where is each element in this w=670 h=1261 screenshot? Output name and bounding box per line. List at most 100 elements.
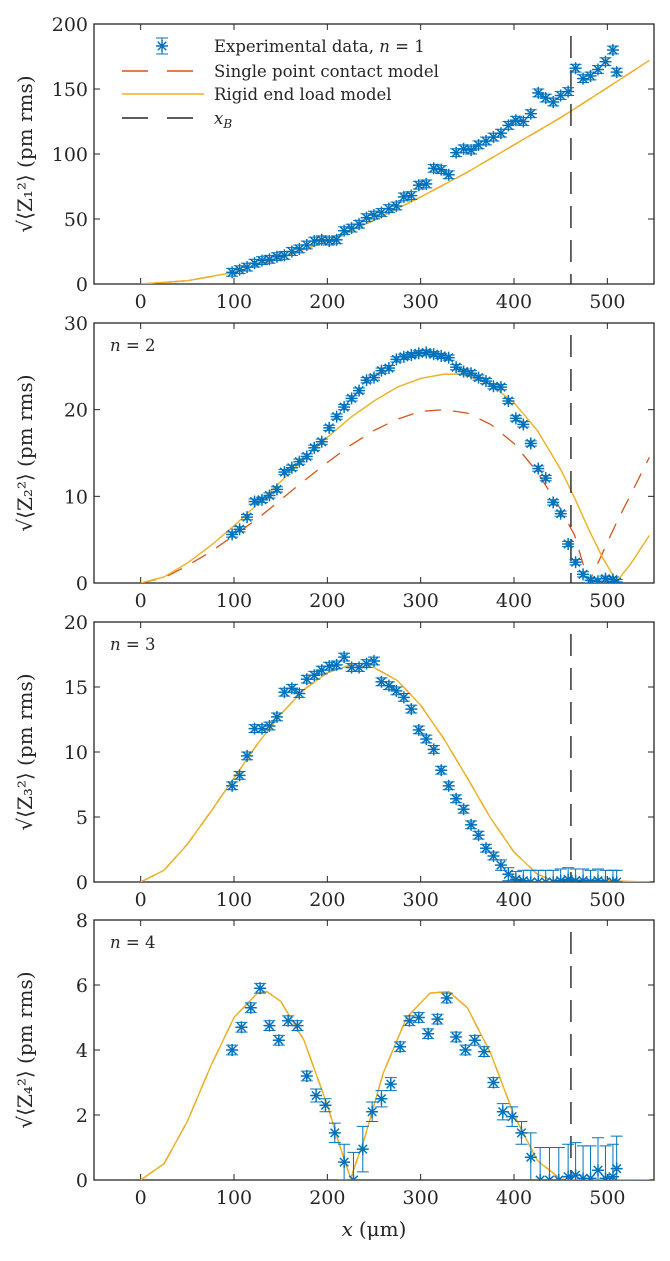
legend-label-subscript: B — [222, 117, 232, 131]
asterisk-marker-stroke — [309, 670, 320, 681]
legend-label-text: Experimental data, — [214, 37, 379, 56]
asterisk-marker-stroke — [283, 1015, 293, 1026]
asterisk-marker-stroke — [470, 1035, 480, 1046]
data-point — [323, 421, 336, 434]
x-tick-label: 300 — [403, 1187, 439, 1209]
data-point — [315, 435, 328, 448]
y-tick-label: 0 — [76, 872, 88, 894]
data-point — [226, 528, 239, 541]
asterisk-marker-stroke — [428, 744, 439, 755]
x-tick-label: 400 — [496, 1187, 532, 1209]
y-tick-label: 20 — [64, 612, 88, 634]
data-point — [465, 144, 478, 157]
asterisk-marker-stroke — [423, 1028, 433, 1039]
panel-n4: 0 100 200 300 400 500 0 2 4 6 8 √⟨Z₄²⟩ (pm rms) n = … — [13, 910, 655, 1209]
asterisk-marker-stroke — [488, 1077, 499, 1088]
asterisk-marker-stroke — [466, 820, 476, 830]
data-point — [532, 462, 545, 475]
rigid-end-model-line — [140, 59, 650, 284]
asterisk-marker-stroke — [526, 1152, 536, 1163]
asterisk-marker-stroke — [339, 652, 349, 662]
asterisk-marker-stroke — [384, 363, 394, 373]
x-tick-label: 0 — [135, 291, 147, 313]
data-point — [368, 371, 380, 384]
asterisk-marker-stroke — [414, 725, 424, 735]
data-point — [308, 441, 321, 454]
asterisk-marker-stroke — [563, 1171, 573, 1180]
x-tick-label: 400 — [496, 889, 532, 911]
data-point — [248, 495, 261, 508]
data-point — [422, 1027, 435, 1040]
asterisk-marker-stroke — [473, 140, 484, 150]
asterisk-marker-stroke — [348, 1175, 355, 1180]
data-point — [569, 868, 582, 882]
asterisk-marker-stroke — [544, 1175, 551, 1180]
asterisk-marker-stroke — [443, 170, 454, 180]
asterisk-marker-stroke — [386, 1079, 396, 1089]
asterisk-marker-stroke — [391, 686, 402, 696]
asterisk-marker-stroke — [302, 1071, 312, 1081]
asterisk-marker-stroke — [346, 393, 357, 404]
asterisk-marker-stroke — [496, 860, 506, 870]
panel-n1: 0 100 200 300 400 500 0 50 100 150 200 √⟨Z₁²⟩ (pm r… — [13, 14, 655, 313]
x-tick-label: 0 — [135, 1187, 147, 1209]
data-point — [345, 392, 358, 405]
data-point — [554, 507, 567, 520]
asterisk-marker-stroke — [552, 877, 558, 882]
asterisk-marker-stroke — [367, 1106, 377, 1117]
data-point — [233, 523, 246, 536]
asterisk-marker-stroke — [249, 723, 260, 734]
data-point — [506, 1106, 519, 1127]
asterisk-marker-stroke — [257, 255, 267, 266]
asterisk-marker-stroke — [611, 67, 622, 77]
asterisk-marker-stroke — [473, 372, 484, 383]
asterisk-marker-stroke — [587, 1173, 596, 1180]
asterisk-marker-stroke — [608, 45, 618, 55]
asterisk-marker-stroke — [391, 201, 402, 211]
asterisk-marker-stroke — [369, 656, 379, 666]
data-point — [431, 1013, 444, 1026]
x-tick-label: 200 — [309, 291, 345, 313]
asterisk-marker-stroke — [611, 877, 618, 882]
data-point — [394, 1040, 407, 1053]
asterisk-marker-stroke — [555, 90, 566, 101]
data-point — [532, 86, 545, 99]
asterisk-marker-stroke — [287, 462, 297, 473]
asterisk-marker-stroke — [346, 223, 357, 233]
data-point — [300, 450, 313, 463]
panel-n3: 0 100 200 300 400 500 0 5 10 15 20 √⟨Z₃²⟩ (pm rms) n… — [13, 612, 655, 911]
data-point — [524, 107, 537, 120]
asterisk-marker-stroke — [376, 677, 387, 687]
asterisk-marker-stroke — [466, 145, 476, 155]
asterisk-marker-stroke — [287, 683, 297, 694]
asterisk-marker-stroke — [533, 88, 544, 98]
asterisk-marker-stroke — [414, 180, 424, 190]
asterisk-marker-stroke — [460, 1045, 471, 1055]
asterisk-marker-stroke — [320, 1100, 331, 1111]
data-point — [285, 461, 298, 474]
asterisk-marker-stroke — [249, 496, 260, 507]
data-point — [233, 263, 246, 276]
asterisk-marker-stroke — [458, 366, 469, 377]
y-tick-label: 15 — [64, 677, 88, 699]
asterisk-marker-stroke — [451, 1032, 461, 1042]
data-point — [496, 1103, 509, 1121]
asterisk-marker-stroke — [473, 830, 484, 840]
data-point — [308, 669, 321, 682]
x-tick-label: 0 — [135, 889, 147, 911]
data-point — [562, 1143, 575, 1180]
data-point — [562, 867, 575, 882]
data-point — [502, 867, 515, 882]
data-point — [244, 1001, 257, 1014]
data-point — [502, 395, 515, 407]
asterisk-marker-stroke — [421, 179, 432, 189]
data-point — [263, 489, 276, 502]
data-point — [319, 1098, 332, 1113]
asterisk-marker-stroke — [458, 804, 469, 814]
asterisk-marker-stroke — [399, 192, 409, 202]
data-point — [226, 1044, 239, 1056]
asterisk-marker-stroke — [331, 660, 342, 670]
data-point — [450, 1031, 463, 1043]
data-point — [405, 703, 418, 716]
asterisk-marker-stroke — [564, 874, 573, 882]
